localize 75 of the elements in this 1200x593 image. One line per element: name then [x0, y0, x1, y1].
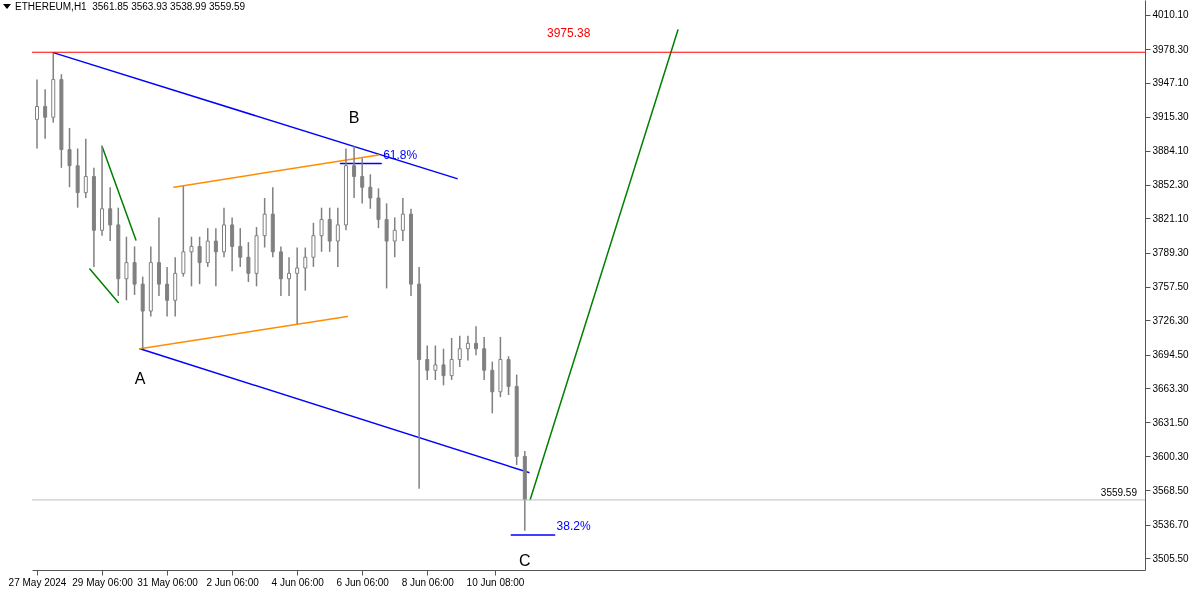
x-tick-label: 27 May 2024	[8, 576, 67, 588]
candlestick	[457, 335, 462, 368]
annotation: A	[134, 369, 146, 387]
y-tick-label: 3915.30	[1152, 111, 1190, 123]
candlestick	[108, 186, 113, 242]
x-tick-label: 4 Jun 06:00	[271, 576, 325, 588]
candlestick	[425, 344, 430, 381]
candlestick	[189, 236, 194, 288]
candlestick	[368, 173, 373, 210]
candlestick	[433, 344, 438, 381]
candlestick	[474, 325, 479, 356]
y-tick-label: 3600.30	[1152, 450, 1190, 462]
candlestick	[132, 245, 137, 296]
candlestick	[124, 236, 129, 302]
candlestick	[384, 202, 389, 290]
x-tick-label: 10 Jun 08:00	[466, 576, 525, 588]
ref-line-label: 3559.59	[1100, 486, 1138, 498]
x-tick-label: 2 Jun 06:00	[206, 576, 260, 588]
y-tick-label: 3663.30	[1152, 382, 1190, 394]
candlestick	[335, 206, 340, 268]
candlestick	[262, 197, 267, 249]
y-tick-label: 3694.50	[1152, 349, 1190, 361]
series-label: 38.2%	[556, 519, 591, 534]
candlestick	[238, 227, 243, 268]
candlestick	[376, 187, 381, 229]
candlestick	[67, 127, 72, 188]
candlestick	[311, 222, 316, 268]
candlestick	[181, 185, 186, 278]
y-tick-label: 3789.30	[1152, 247, 1190, 259]
y-tick-label: 3978.30	[1152, 43, 1190, 55]
chart-title: ETHEREUM,H1 3561.85 3563.93 3538.99 3559.59	[15, 1, 246, 12]
candlestick	[400, 197, 405, 242]
candlestick	[482, 336, 487, 381]
y-tick-label: 3852.30	[1152, 179, 1190, 191]
x-tick-label: 8 Jun 06:00	[401, 576, 455, 588]
candlestick	[352, 145, 357, 199]
candlestick	[165, 266, 170, 318]
y-tick-label: 3757.50	[1152, 281, 1190, 293]
y-tick-label: 3631.50	[1152, 416, 1190, 428]
candlestick	[360, 157, 365, 205]
candlestick	[83, 138, 88, 199]
y-tick-label: 3568.50	[1152, 484, 1190, 496]
candlestick	[287, 256, 292, 297]
candlestick	[35, 78, 39, 150]
x-tick-label: 31 May 06:00	[137, 576, 199, 588]
candlestick	[303, 246, 308, 292]
y-tick-label: 3947.10	[1152, 77, 1190, 89]
candlestick	[490, 360, 495, 415]
candlestick	[230, 216, 235, 272]
y-tick-label: 3726.30	[1152, 314, 1190, 326]
annotation: B	[348, 109, 360, 127]
candlestick	[295, 246, 300, 325]
x-tick-label: 6 Jun 06:00	[336, 576, 390, 588]
candlestick	[43, 88, 48, 140]
candlestick	[197, 236, 202, 285]
y-tick-label: 4010.10	[1152, 9, 1190, 21]
candlestick	[327, 206, 332, 253]
y-tick-label: 3821.10	[1152, 212, 1190, 224]
candlestick	[441, 347, 446, 387]
candlestick	[100, 145, 105, 237]
candlestick	[246, 241, 251, 283]
y-tick-label: 3505.50	[1152, 552, 1190, 564]
candlestick	[392, 216, 397, 258]
candlestick	[205, 227, 210, 268]
annotation: C	[519, 551, 531, 569]
x-tick-label: 29 May 06:00	[72, 576, 134, 588]
candlestick	[465, 335, 470, 362]
y-tick-label: 3884.10	[1152, 145, 1190, 157]
candlestick	[449, 337, 454, 381]
ref-line-label: 3975.38	[546, 26, 591, 41]
candlestick	[319, 206, 324, 253]
y-tick-label: 3536.70	[1152, 519, 1190, 531]
candlestick	[213, 227, 218, 288]
series-label: 61.8%	[383, 147, 418, 162]
candlestick	[156, 216, 161, 297]
